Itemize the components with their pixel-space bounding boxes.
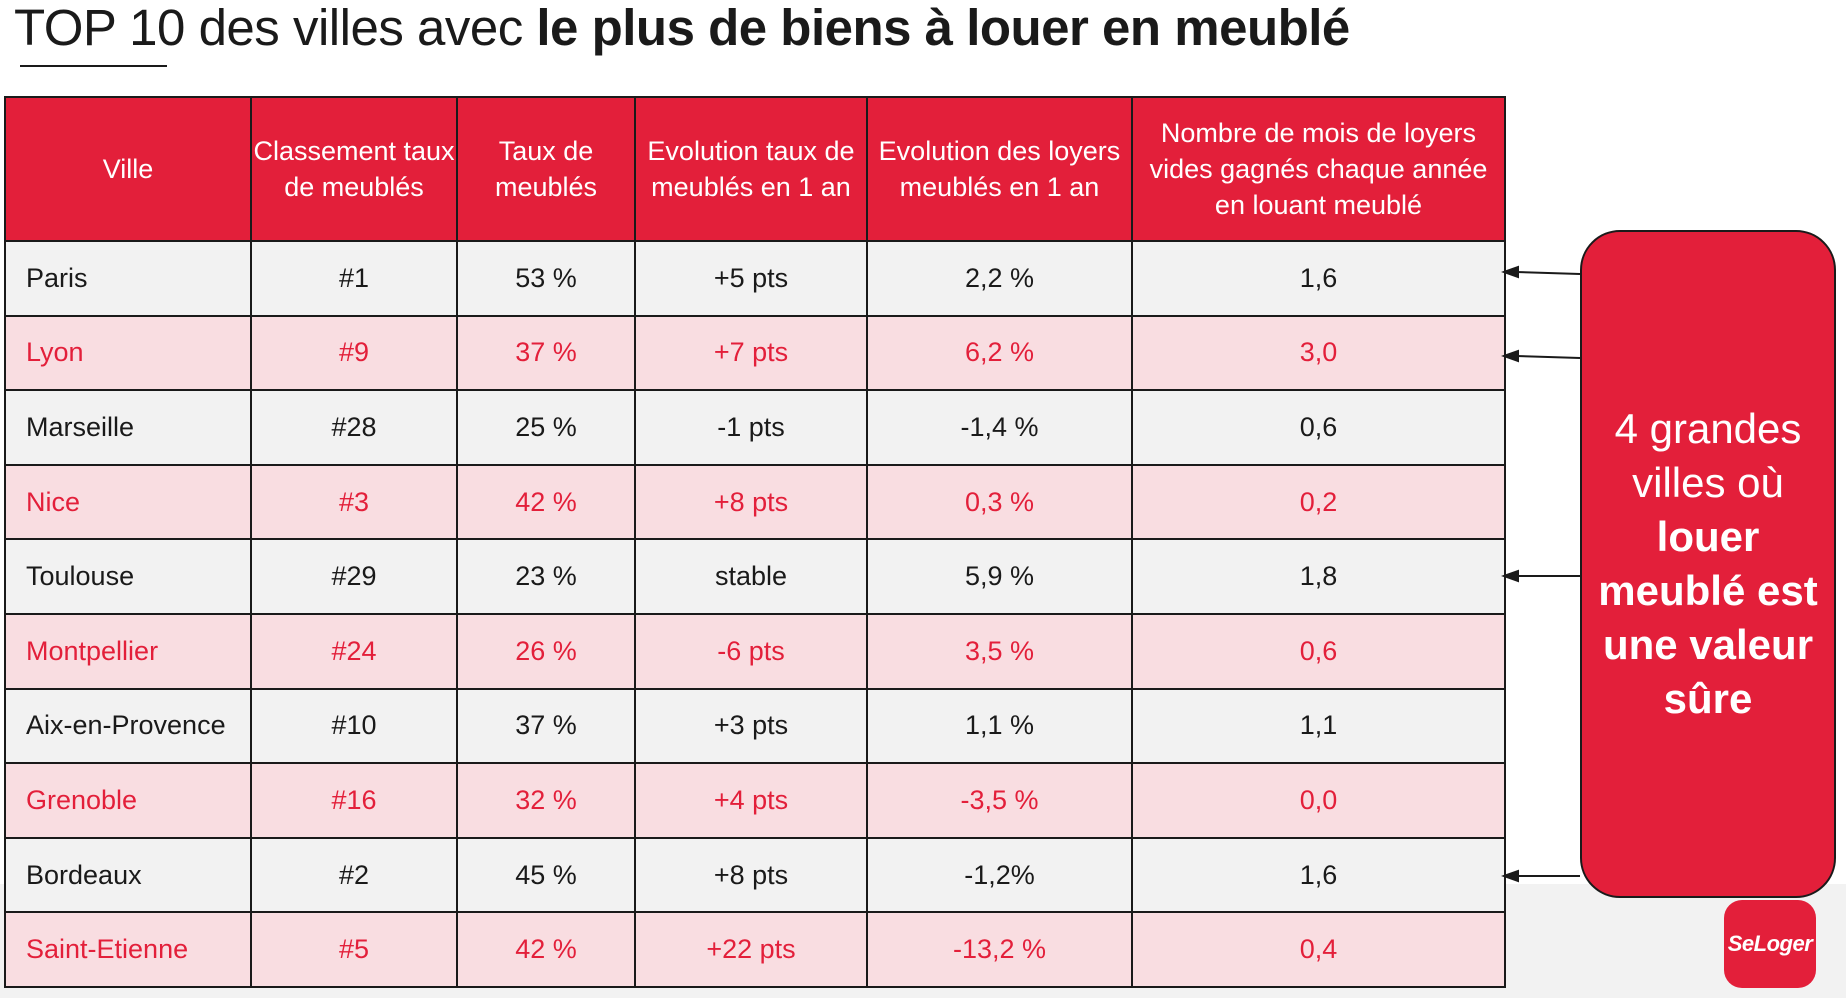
cell-taux: 42 % xyxy=(456,463,636,541)
cell-classement: #29 xyxy=(250,538,458,615)
cell-mois-loyers: 1,8 xyxy=(1131,538,1506,615)
cell-mois-loyers: 0,4 xyxy=(1131,911,1506,988)
cell-evolution-taux: +3 pts xyxy=(634,687,868,765)
table-row: Grenoble #16 32 % +4 pts -3,5 % 0,0 xyxy=(4,762,1506,839)
cell-classement: #16 xyxy=(250,762,458,839)
header-evolution-taux: Evolution taux de meublés en 1 an xyxy=(634,96,868,242)
header-classement: Classement taux de meublés xyxy=(250,96,458,242)
cell-ville: Saint-Etienne xyxy=(4,911,252,988)
table-row: Paris #1 53 % +5 pts 2,2 % 1,6 xyxy=(4,240,1506,317)
table-row: Aix-en-Provence #10 37 % +3 pts 1,1 % 1,… xyxy=(4,687,1506,765)
cell-ville: Lyon xyxy=(4,314,252,392)
cell-evolution-loyers: 3,5 % xyxy=(866,612,1133,690)
callout-line-2: villes où xyxy=(1632,459,1784,506)
cell-evolution-taux: +8 pts xyxy=(634,463,868,541)
cell-taux: 25 % xyxy=(456,389,636,466)
title-part-bold: le plus de biens à louer en meublé xyxy=(536,0,1350,56)
title-underline xyxy=(20,65,167,67)
cell-mois-loyers: 0,0 xyxy=(1131,762,1506,839)
seloger-logo: SeLoger xyxy=(1724,900,1816,988)
cell-evolution-loyers: 5,9 % xyxy=(866,538,1133,615)
cell-ville: Montpellier xyxy=(4,612,252,690)
cell-mois-loyers: 0,6 xyxy=(1131,612,1506,690)
cell-classement: #10 xyxy=(250,687,458,765)
cell-taux: 23 % xyxy=(456,538,636,615)
table-header-row: Ville Classement taux de meublés Taux de… xyxy=(4,96,1506,242)
cell-evolution-taux: +7 pts xyxy=(634,314,868,392)
cell-mois-loyers: 0,2 xyxy=(1131,463,1506,541)
cell-classement: #9 xyxy=(250,314,458,392)
cell-ville: Aix-en-Provence xyxy=(4,687,252,765)
callout-line-6: sûre xyxy=(1663,675,1753,722)
arrow-paris xyxy=(1515,271,1581,275)
logo-text: SeLoger xyxy=(1727,931,1813,956)
cell-taux: 45 % xyxy=(456,836,636,914)
page-title: TOP 10 des villes avec le plus de biens … xyxy=(14,0,1350,60)
callout-line-3: louer xyxy=(1656,513,1760,560)
header-ville: Ville xyxy=(4,96,252,242)
cell-taux: 37 % xyxy=(456,687,636,765)
header-evolution-loyers: Evolution des loyers meublés en 1 an xyxy=(866,96,1133,242)
cell-evolution-taux: +4 pts xyxy=(634,762,868,839)
cell-ville: Grenoble xyxy=(4,762,252,839)
cell-classement: #5 xyxy=(250,911,458,988)
cell-ville: Nice xyxy=(4,463,252,541)
title-part-regular: TOP 10 des villes avec xyxy=(14,0,523,56)
cell-evolution-loyers: -13,2 % xyxy=(866,911,1133,988)
cell-evolution-loyers: -1,2% xyxy=(866,836,1133,914)
cell-taux: 26 % xyxy=(456,612,636,690)
cell-evolution-taux: +22 pts xyxy=(634,911,868,988)
cell-evolution-taux: stable xyxy=(634,538,868,615)
table-row: Bordeaux #2 45 % +8 pts -1,2% 1,6 xyxy=(4,836,1506,914)
cell-taux: 42 % xyxy=(456,911,636,988)
cell-mois-loyers: 1,6 xyxy=(1131,240,1506,317)
arrow-head-paris xyxy=(1501,265,1519,279)
callout-arrows xyxy=(1501,265,1581,883)
cell-classement: #2 xyxy=(250,836,458,914)
cell-evolution-loyers: 6,2 % xyxy=(866,314,1133,392)
table-row: Saint-Etienne #5 42 % +22 pts -13,2 % 0,… xyxy=(4,911,1506,988)
table-row: Marseille #28 25 % -1 pts -1,4 % 0,6 xyxy=(4,389,1506,466)
cell-evolution-taux: -6 pts xyxy=(634,612,868,690)
cell-ville: Toulouse xyxy=(4,538,252,615)
cell-evolution-loyers: 0,3 % xyxy=(866,463,1133,541)
arrow-head-lyon xyxy=(1501,349,1519,363)
cell-classement: #28 xyxy=(250,389,458,466)
cell-evolution-loyers: 1,1 % xyxy=(866,687,1133,765)
cell-evolution-taux: +8 pts xyxy=(634,836,868,914)
cities-table: Ville Classement taux de meublés Taux de… xyxy=(4,96,1506,988)
cell-classement: #3 xyxy=(250,463,458,541)
callout-line-5: une valeur xyxy=(1602,621,1814,668)
cell-ville: Marseille xyxy=(4,389,252,466)
cell-evolution-loyers: -3,5 % xyxy=(866,762,1133,839)
cell-evolution-taux: -1 pts xyxy=(634,389,868,466)
cell-evolution-taux: +5 pts xyxy=(634,240,868,317)
callout-line-1: 4 grandes xyxy=(1614,405,1802,452)
header-taux: Taux de meublés xyxy=(456,96,636,242)
cell-mois-loyers: 3,0 xyxy=(1131,314,1506,392)
cell-ville: Bordeaux xyxy=(4,836,252,914)
cell-taux: 32 % xyxy=(456,762,636,839)
table-row: Nice #3 42 % +8 pts 0,3 % 0,2 xyxy=(4,463,1506,541)
callout-box: 4 grandes villes où louer meublé est une… xyxy=(1580,230,1836,898)
arrow-lyon xyxy=(1515,355,1581,359)
cell-ville: Paris xyxy=(4,240,252,317)
arrow-head-toulouse xyxy=(1501,569,1519,583)
cell-mois-loyers: 0,6 xyxy=(1131,389,1506,466)
table-row: Lyon #9 37 % +7 pts 6,2 % 3,0 xyxy=(4,314,1506,392)
cell-taux: 37 % xyxy=(456,314,636,392)
table-row: Toulouse #29 23 % stable 5,9 % 1,8 xyxy=(4,538,1506,615)
cell-classement: #24 xyxy=(250,612,458,690)
arrow-head-bordeaux xyxy=(1501,869,1519,883)
cell-taux: 53 % xyxy=(456,240,636,317)
cell-evolution-loyers: -1,4 % xyxy=(866,389,1133,466)
table-row: Montpellier #24 26 % -6 pts 3,5 % 0,6 xyxy=(4,612,1506,690)
cell-mois-loyers: 1,6 xyxy=(1131,836,1506,914)
cell-evolution-loyers: 2,2 % xyxy=(866,240,1133,317)
callout-line-4: meublé est xyxy=(1598,567,1818,614)
cell-mois-loyers: 1,1 xyxy=(1131,687,1506,765)
header-mois-loyers: Nombre de mois de loyers vides gagnés ch… xyxy=(1131,96,1506,242)
cell-classement: #1 xyxy=(250,240,458,317)
